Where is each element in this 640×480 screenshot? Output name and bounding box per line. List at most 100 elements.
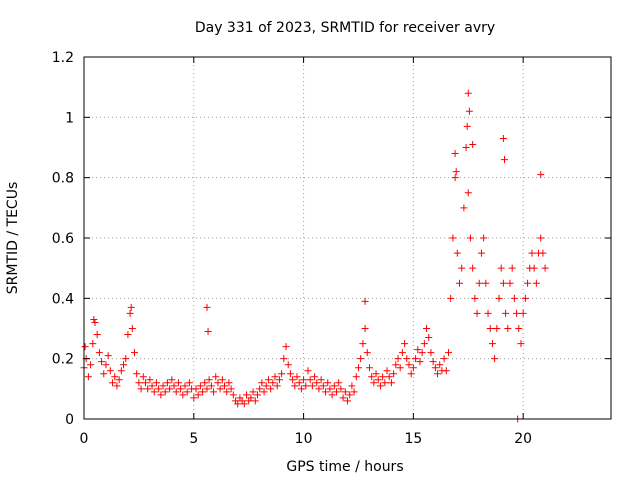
data-point <box>475 279 483 287</box>
data-point <box>262 382 270 390</box>
data-point <box>300 376 308 384</box>
data-point <box>460 204 468 212</box>
data-point <box>484 309 492 317</box>
data-point <box>185 379 193 387</box>
data-point <box>207 382 215 390</box>
data-point <box>269 379 277 387</box>
data-point <box>427 349 435 357</box>
data-point <box>258 379 266 387</box>
data-point <box>240 400 248 408</box>
data-point <box>482 279 490 287</box>
data-point <box>163 379 171 387</box>
plot-frame <box>83 56 612 420</box>
data-point <box>502 309 510 317</box>
data-point <box>93 331 101 339</box>
chart-title: Day 331 of 2023, SRMTID for receiver avr… <box>195 20 495 36</box>
data-point <box>337 385 345 393</box>
grid-lines <box>84 57 611 419</box>
data-point <box>113 382 121 390</box>
data-point <box>497 264 505 272</box>
data-point <box>291 382 299 390</box>
data-point <box>104 352 112 360</box>
data-point <box>416 358 424 366</box>
data-point <box>405 361 413 369</box>
data-point <box>508 264 516 272</box>
data-point <box>141 379 149 387</box>
data-point <box>359 340 367 348</box>
data-point <box>326 385 334 393</box>
data-point <box>392 361 400 369</box>
data-point <box>120 361 128 369</box>
data-point <box>396 364 404 372</box>
data-point <box>273 382 281 390</box>
data-point <box>473 309 481 317</box>
data-point <box>133 370 141 378</box>
data-point <box>297 385 305 393</box>
data-point <box>81 343 89 351</box>
data-point <box>152 379 160 387</box>
data-point <box>354 364 362 372</box>
data-point <box>177 385 185 393</box>
data-point <box>247 394 255 402</box>
data-point <box>234 400 242 408</box>
y-tick-label: 0 <box>65 412 74 428</box>
data-point <box>256 385 264 393</box>
data-point <box>225 379 233 387</box>
data-point <box>462 144 470 151</box>
data-point <box>122 355 130 363</box>
data-point <box>521 294 529 302</box>
data-point <box>115 376 123 384</box>
data-point <box>385 373 393 381</box>
data-point <box>463 122 471 130</box>
data-point <box>322 388 330 396</box>
data-point <box>293 373 301 381</box>
data-point <box>157 391 165 399</box>
data-point <box>210 388 218 396</box>
data-point <box>194 391 202 399</box>
data-point <box>464 189 472 197</box>
data-point <box>363 349 371 357</box>
data-point <box>357 355 365 363</box>
data-point <box>330 382 338 390</box>
data-point <box>368 373 376 381</box>
data-point <box>87 361 95 369</box>
data-point <box>190 394 198 402</box>
x-tick-label: 5 <box>189 431 198 447</box>
data-point <box>374 376 382 384</box>
data-point <box>90 315 98 323</box>
data-point <box>493 325 501 332</box>
data-point <box>135 379 143 387</box>
data-point <box>501 156 509 164</box>
data-point <box>242 391 250 399</box>
data-point <box>361 297 369 305</box>
data-point <box>394 355 402 363</box>
data-point <box>304 367 312 375</box>
data-point <box>286 370 294 378</box>
data-point <box>452 168 460 176</box>
data-point <box>192 385 200 393</box>
data-point <box>341 388 349 396</box>
data-point <box>203 303 211 311</box>
data-point <box>440 355 448 363</box>
data-point <box>339 394 347 402</box>
data-point <box>445 349 453 357</box>
data-point <box>455 279 463 287</box>
data-point <box>159 382 167 390</box>
data-point <box>280 355 288 363</box>
data-point <box>144 385 152 393</box>
data-point <box>370 379 378 387</box>
y-tick-label: 0.2 <box>52 352 74 368</box>
data-point <box>181 382 189 390</box>
x-axis-label: GPS time / hours <box>286 459 403 475</box>
data-point <box>530 264 538 272</box>
data-point <box>221 382 229 390</box>
data-point <box>319 382 327 390</box>
data-point <box>267 385 275 393</box>
data-point <box>313 379 321 387</box>
data-point <box>324 379 332 387</box>
data-point <box>477 249 485 257</box>
data-point <box>95 349 103 357</box>
data-point <box>387 379 395 387</box>
data-point <box>519 309 527 317</box>
